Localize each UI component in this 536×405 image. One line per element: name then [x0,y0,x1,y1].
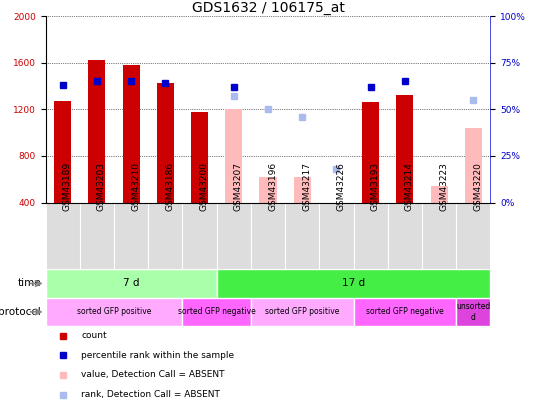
Text: GSM43226: GSM43226 [337,162,345,211]
Bar [456,202,490,269]
Bar [114,202,148,269]
Text: GSM43193: GSM43193 [371,162,379,211]
Text: GSM43214: GSM43214 [405,162,414,211]
Bar [328,202,345,209]
Text: unsorted
d: unsorted d [456,302,490,322]
Bar [430,186,448,202]
Bar [225,109,242,202]
Bar [396,96,413,202]
Text: sorted GFP negative: sorted GFP negative [366,307,444,316]
Text: GSM43220: GSM43220 [473,162,482,211]
Bar [123,65,140,202]
Text: GSM43196: GSM43196 [268,162,277,211]
Text: GSM43203: GSM43203 [97,162,106,211]
Bar [354,202,388,269]
Text: 17 d: 17 d [342,279,365,288]
Text: sorted GFP positive: sorted GFP positive [265,307,339,316]
Text: count: count [81,331,107,340]
Text: protocol: protocol [0,307,41,317]
Title: GDS1632 / 106175_at: GDS1632 / 106175_at [191,1,345,15]
Bar [217,269,490,298]
Bar [259,177,277,202]
Bar [54,101,71,202]
Text: GSM43186: GSM43186 [165,162,174,211]
Bar [80,202,114,269]
Bar [88,60,106,202]
Bar [251,202,285,269]
Text: GSM43189: GSM43189 [63,162,72,211]
Bar [46,202,80,269]
Bar [251,298,354,326]
Text: GSM43223: GSM43223 [439,162,448,211]
Bar [294,177,311,202]
Bar [388,202,422,269]
Text: GSM43217: GSM43217 [302,162,311,211]
Bar [465,128,482,202]
Text: GSM43210: GSM43210 [131,162,140,211]
Text: rank, Detection Call = ABSENT: rank, Detection Call = ABSENT [81,390,220,399]
Bar [362,102,379,202]
Text: GSM43207: GSM43207 [234,162,243,211]
Text: time: time [18,279,41,288]
Bar [456,298,490,326]
Bar [148,202,182,269]
Bar [182,298,251,326]
Bar [157,83,174,202]
Bar [354,298,456,326]
Text: sorted GFP negative: sorted GFP negative [178,307,256,316]
Text: value, Detection Call = ABSENT: value, Detection Call = ABSENT [81,371,225,379]
Bar [217,202,251,269]
Bar [285,202,319,269]
Bar [191,112,208,202]
Bar [46,298,182,326]
Bar [182,202,217,269]
Text: sorted GFP positive: sorted GFP positive [77,307,151,316]
Bar [46,269,217,298]
Text: percentile rank within the sample: percentile rank within the sample [81,351,234,360]
Text: 7 d: 7 d [123,279,139,288]
Bar [319,202,354,269]
Text: GSM43200: GSM43200 [199,162,209,211]
Bar [422,202,456,269]
